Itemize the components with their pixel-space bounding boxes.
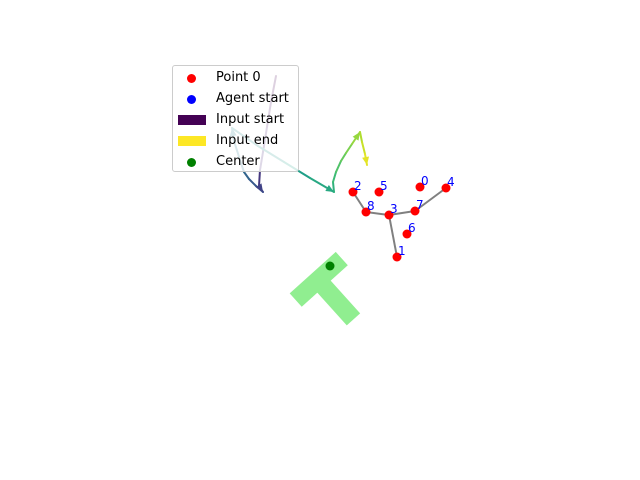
path-segment	[332, 171, 337, 183]
legend-label-point0: Point 0	[216, 70, 261, 85]
keypoints	[348, 182, 451, 262]
path-arrowhead	[325, 184, 334, 192]
legend-label-center: Center	[216, 154, 260, 169]
keypoint-label: 6	[408, 221, 416, 235]
keypoint-marker	[402, 229, 412, 239]
keypoint-label: 0	[421, 174, 429, 188]
legend-label-input-start: Input start	[216, 112, 285, 127]
legend-label-agent-start: Agent start	[216, 91, 289, 106]
keypoint-label: 4	[447, 175, 455, 189]
keypoint-label: 2	[354, 179, 362, 193]
path-arrowhead	[362, 156, 370, 165]
path-segment	[243, 171, 250, 180]
center-marker	[325, 261, 335, 271]
legend-marker-input-start	[178, 115, 206, 125]
legend-item-input-start: Input start	[173, 111, 300, 129]
keypoint-labels: 0 1 2 3 4 5 67 8	[354, 174, 455, 258]
keypoint-label: 8	[367, 199, 375, 213]
legend-label-input-end: Input end	[216, 133, 279, 148]
keypoint-marker	[384, 210, 394, 220]
path-segment	[258, 169, 261, 187]
legend: Point 0 Agent start Input start Input en…	[172, 65, 299, 172]
skeleton-edge	[414, 187, 447, 212]
keypoint-marker	[415, 182, 425, 192]
path-segment	[248, 178, 257, 187]
path-segment	[340, 152, 347, 162]
legend-item-point0: Point 0	[173, 69, 300, 87]
legend-item-input-end: Input end	[173, 132, 300, 150]
keypoint-label: 5	[380, 179, 388, 193]
legend-item-agent-start: Agent start	[173, 90, 300, 108]
keypoint-marker	[392, 252, 402, 262]
legend-marker-input-end	[178, 136, 206, 146]
center-point	[325, 261, 335, 271]
keypoint-marker	[374, 187, 384, 197]
path-segment	[361, 141, 366, 155]
keypoint-label: 1	[398, 244, 406, 258]
keypoint-label: 7	[416, 198, 424, 212]
path-segment	[359, 131, 363, 143]
path-segment	[335, 160, 342, 173]
path-arrowhead	[255, 183, 263, 192]
path-segment	[345, 143, 353, 154]
keypoint-marker	[348, 187, 358, 197]
legend-marker-point0	[187, 74, 196, 83]
legend-marker-center	[187, 158, 196, 167]
keypoint-label: 3	[390, 202, 398, 216]
skeleton-edge	[388, 214, 398, 258]
legend-marker-agent-start	[187, 95, 196, 104]
path-arrowhead	[352, 132, 360, 141]
legend-item-center: Center	[173, 153, 300, 171]
path-segment	[332, 181, 335, 193]
keypoint-marker	[441, 183, 451, 193]
keypoint-marker	[410, 206, 420, 216]
keypoint-marker	[361, 207, 371, 217]
